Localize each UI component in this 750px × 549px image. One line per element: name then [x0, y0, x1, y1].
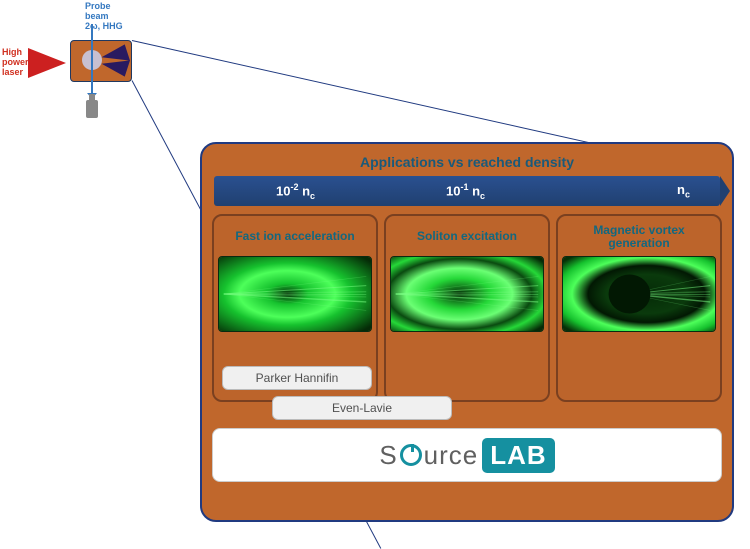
application-title: Magnetic vortex generation	[562, 222, 716, 252]
sourcelab-logo-bar: S urce LAB	[212, 428, 722, 482]
laser-beam-icon	[28, 48, 66, 78]
applications-panel: Applications vs reached density 10-2 nc …	[200, 142, 734, 522]
logo-text: S	[379, 440, 397, 471]
power-icon	[400, 444, 422, 466]
density-scale-bar: 10-2 nc 10-1 nc nc	[214, 176, 720, 206]
plasma-image	[390, 256, 544, 332]
plasma-image	[218, 256, 372, 332]
density-tick: 10-2 nc	[276, 182, 315, 201]
application-title: Soliton excitation	[390, 222, 544, 252]
probe-beam-arrow-icon	[91, 24, 93, 94]
supplier-tag: Parker Hannifin	[222, 366, 372, 390]
application-title: Fast ion acceleration	[218, 222, 372, 252]
supplier-tag: Even-Lavie	[272, 396, 452, 420]
laser-label: High power laser	[2, 48, 29, 78]
experiment-schematic: Probe beam 2ω, HHG High power laser	[0, 0, 200, 150]
panel-title: Applications vs reached density	[212, 154, 722, 170]
density-tick: 10-1 nc	[446, 182, 485, 201]
plasma-image	[562, 256, 716, 332]
sourcelab-logo: S urce LAB	[379, 438, 554, 473]
nozzle-icon	[86, 100, 98, 118]
logo-text: urce	[424, 440, 479, 471]
supplier-tags: Parker Hannifin Even-Lavie	[216, 366, 722, 420]
density-tick: nc	[677, 182, 690, 200]
logo-lab-badge: LAB	[482, 438, 554, 473]
